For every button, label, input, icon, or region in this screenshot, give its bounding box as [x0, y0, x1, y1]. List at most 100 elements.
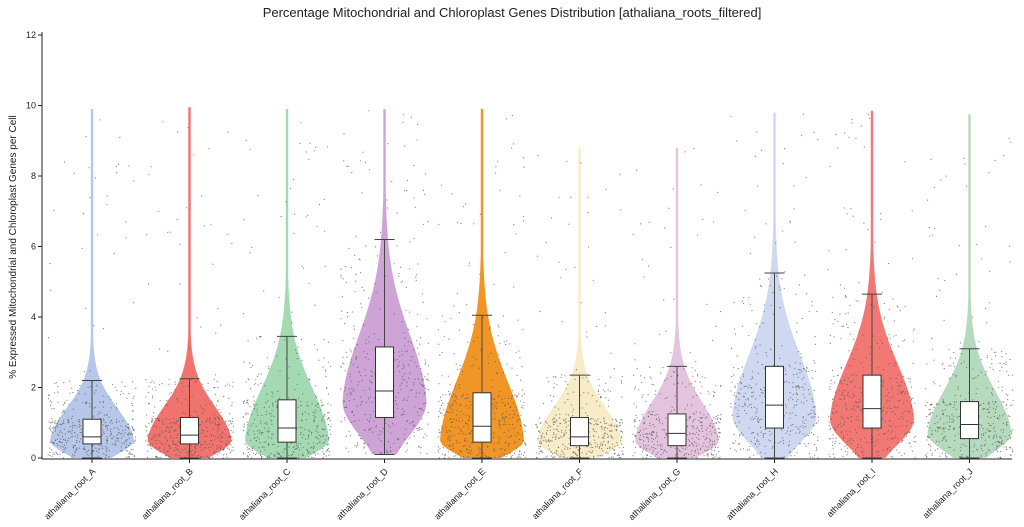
data-point	[983, 444, 986, 447]
data-point	[692, 433, 694, 435]
data-point	[368, 387, 370, 389]
data-point	[102, 424, 104, 426]
data-point	[795, 426, 797, 428]
data-point	[409, 372, 411, 374]
data-point	[896, 381, 898, 383]
data-point	[991, 358, 993, 360]
data-point	[788, 382, 790, 384]
data-point	[258, 447, 260, 449]
data-point	[755, 415, 757, 417]
data-point	[791, 429, 793, 431]
data-point	[710, 453, 713, 455]
data-point	[563, 453, 565, 455]
data-point	[362, 400, 364, 402]
data-point	[348, 451, 350, 453]
violin-body	[147, 107, 232, 458]
data-point	[949, 418, 951, 420]
data-point	[941, 439, 943, 442]
data-point	[129, 453, 131, 455]
data-point	[153, 412, 155, 414]
data-point	[353, 325, 355, 327]
data-point	[228, 436, 230, 438]
data-point	[101, 434, 103, 436]
data-point	[421, 418, 423, 420]
data-point	[842, 456, 844, 458]
data-point	[709, 424, 711, 426]
data-point	[404, 438, 406, 440]
data-point	[386, 199, 388, 201]
data-point	[120, 390, 122, 392]
data-point	[261, 446, 263, 448]
data-point	[817, 416, 819, 418]
data-point	[859, 400, 861, 403]
data-point	[894, 413, 896, 415]
data-point	[605, 397, 607, 399]
data-point	[116, 427, 118, 429]
data-point	[815, 422, 817, 425]
data-point	[564, 402, 566, 404]
data-point	[212, 421, 214, 423]
data-point	[459, 451, 461, 453]
data-point	[539, 450, 541, 453]
data-point	[608, 456, 610, 459]
data-point	[232, 417, 234, 419]
data-point	[996, 447, 998, 449]
data-point	[639, 439, 641, 441]
data-point	[801, 378, 803, 380]
data-point	[302, 453, 304, 455]
data-point	[654, 414, 656, 416]
data-point	[771, 433, 773, 435]
data-point	[754, 406, 756, 408]
data-point	[744, 385, 746, 387]
data-point	[566, 160, 568, 163]
data-point	[909, 378, 911, 380]
data-point	[604, 391, 606, 393]
data-point	[848, 439, 850, 441]
data-point	[851, 438, 853, 440]
data-point	[390, 450, 392, 452]
data-point	[438, 457, 440, 459]
data-point	[306, 404, 308, 406]
data-point	[1005, 404, 1007, 406]
data-point	[698, 434, 700, 436]
data-point	[658, 457, 661, 459]
data-point	[645, 449, 648, 451]
data-point	[479, 273, 481, 275]
data-point	[651, 383, 653, 385]
data-point	[847, 394, 849, 396]
data-point	[693, 147, 695, 150]
data-point	[847, 417, 849, 419]
data-point	[460, 222, 462, 225]
data-point	[56, 425, 58, 427]
x-tick-label: athaliana_root_E	[432, 466, 487, 521]
data-point	[890, 456, 892, 458]
data-point	[846, 323, 848, 325]
data-point	[739, 434, 741, 436]
data-point	[213, 413, 215, 415]
data-point	[124, 429, 126, 431]
data-point	[661, 444, 663, 446]
data-point	[110, 407, 113, 409]
data-point	[280, 455, 282, 457]
data-point	[493, 448, 495, 450]
data-point	[115, 166, 117, 168]
data-point	[869, 364, 871, 366]
data-point	[466, 449, 468, 451]
data-point	[183, 386, 185, 388]
data-point	[508, 418, 510, 420]
data-point	[840, 425, 843, 427]
data-point	[494, 412, 496, 414]
data-point	[170, 435, 172, 437]
data-point	[799, 425, 801, 428]
data-point	[418, 353, 420, 355]
data-point	[1000, 443, 1003, 445]
data-point	[785, 369, 787, 371]
data-point	[568, 223, 570, 225]
data-point	[850, 420, 853, 422]
data-point	[164, 447, 166, 449]
data-point	[349, 349, 351, 351]
data-point	[996, 450, 999, 452]
data-point	[796, 393, 798, 395]
box	[472, 392, 492, 443]
data-point	[480, 456, 482, 458]
